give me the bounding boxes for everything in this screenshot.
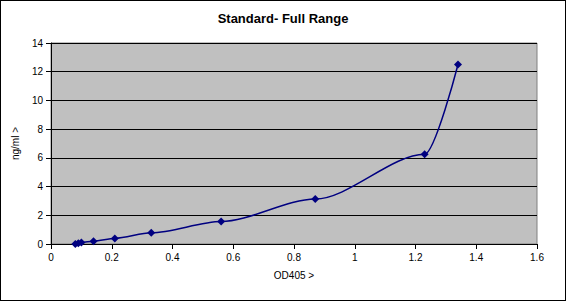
svg-text:1.4: 1.4	[469, 252, 483, 263]
svg-text:0.8: 0.8	[287, 252, 301, 263]
svg-text:6: 6	[37, 152, 43, 163]
svg-text:14: 14	[32, 38, 44, 49]
svg-text:0: 0	[37, 239, 43, 250]
svg-text:0.2: 0.2	[105, 252, 119, 263]
svg-text:12: 12	[32, 66, 44, 77]
svg-text:1: 1	[352, 252, 358, 263]
svg-text:0: 0	[48, 252, 54, 263]
svg-text:4: 4	[37, 181, 43, 192]
svg-text:0.6: 0.6	[226, 252, 240, 263]
svg-text:2: 2	[37, 210, 43, 221]
svg-text:1.2: 1.2	[409, 252, 423, 263]
svg-text:ng/ml >: ng/ml >	[10, 127, 21, 160]
svg-text:0.4: 0.4	[166, 252, 180, 263]
svg-text:Standard- Full Range: Standard- Full Range	[218, 11, 349, 26]
svg-text:1.6: 1.6	[530, 252, 544, 263]
svg-text:10: 10	[32, 95, 44, 106]
svg-text:OD405 >: OD405 >	[274, 270, 314, 281]
svg-text:8: 8	[37, 124, 43, 135]
